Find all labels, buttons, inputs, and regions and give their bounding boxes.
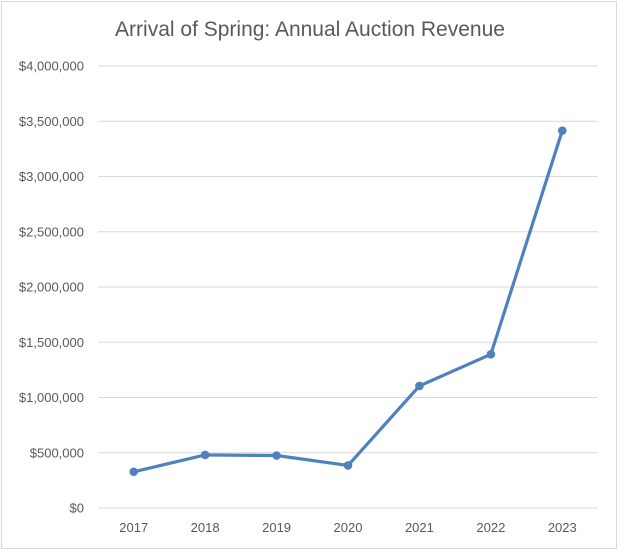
x-tick-label: 2022 (476, 520, 505, 535)
data-point-2019 (272, 451, 281, 460)
y-tick-label: $4,000,000 (19, 59, 84, 74)
x-tick-label: 2020 (334, 520, 363, 535)
y-tick-label: $3,500,000 (19, 114, 84, 129)
series-line (132, 129, 564, 474)
data-point-2021 (415, 381, 424, 391)
x-tick-label: 2021 (405, 520, 434, 535)
data-point-2018 (200, 450, 210, 460)
data-point-2022 (486, 349, 496, 359)
x-tick-label: 2023 (548, 520, 577, 535)
chart-title: Arrival of Spring: Annual Auction Revenu… (115, 18, 505, 41)
y-tick-label: $1,500,000 (19, 335, 84, 350)
y-tick-label: $500,000 (30, 445, 84, 460)
data-point-2023 (557, 126, 567, 135)
y-tick-label: $0 (70, 501, 84, 516)
x-tick-label: 2019 (262, 520, 291, 535)
data-point-2017 (129, 467, 139, 477)
x-tick-label: 2017 (119, 520, 148, 535)
y-tick-label: $2,500,000 (19, 224, 84, 239)
y-tick-label: $2,000,000 (19, 280, 84, 295)
y-tick-label: $3,000,000 (19, 169, 84, 184)
data-point-2020 (343, 461, 353, 470)
y-tick-label: $1,000,000 (19, 390, 84, 405)
x-tick-label: 2018 (191, 520, 220, 535)
